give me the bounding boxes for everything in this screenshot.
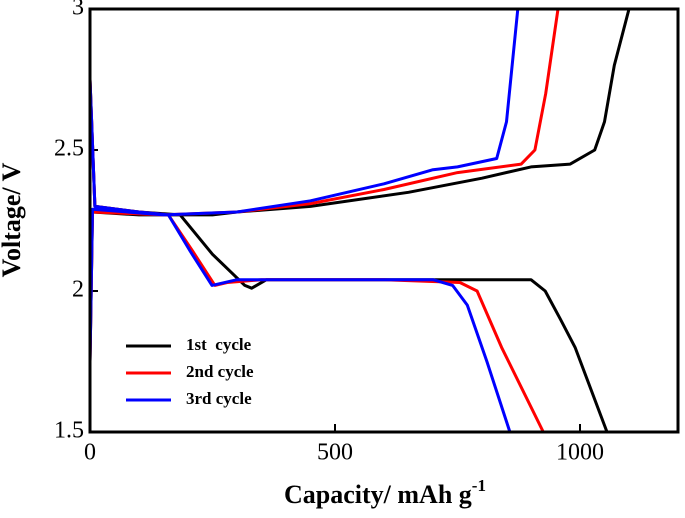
legend-label: 1st cycle [186, 335, 252, 354]
y-tick-label: 2.5 [54, 136, 84, 162]
y-tick-label: 2 [72, 277, 84, 303]
y-axis-label: Voltage/ V [0, 162, 26, 277]
y-tick-label: 1.5 [54, 418, 84, 444]
plot-frame [88, 7, 680, 434]
x-axis-label-sup: -1 [472, 476, 486, 495]
legend-label: 3rd cycle [186, 389, 252, 408]
y-tick-label: 3 [72, 0, 84, 21]
x-axis-label: Capacity/ mAh g-1 [284, 476, 486, 509]
x-tick-label: 500 [317, 440, 353, 466]
x-tick-label: 1000 [556, 440, 604, 466]
data-line [88, 8, 520, 433]
x-axis-label-text: Capacity/ mAh g [284, 480, 472, 509]
x-tick-label: 0 [84, 440, 96, 466]
legend-label: 2nd cycle [186, 362, 254, 381]
